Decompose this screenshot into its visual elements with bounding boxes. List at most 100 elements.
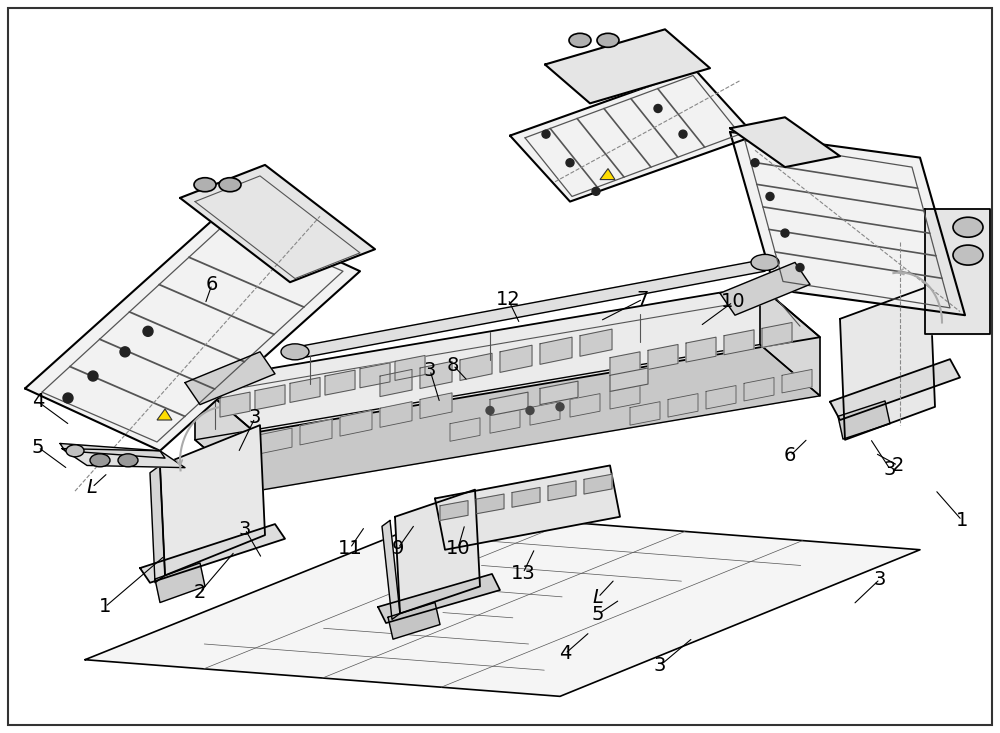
Circle shape — [542, 130, 550, 138]
Polygon shape — [378, 574, 500, 623]
Polygon shape — [782, 369, 812, 393]
Polygon shape — [450, 418, 480, 441]
Polygon shape — [510, 70, 755, 202]
Circle shape — [556, 403, 564, 410]
Polygon shape — [744, 377, 774, 401]
Text: L: L — [593, 588, 603, 607]
Ellipse shape — [281, 344, 309, 360]
Polygon shape — [686, 337, 716, 362]
Polygon shape — [85, 513, 920, 696]
Polygon shape — [60, 443, 165, 458]
Polygon shape — [195, 286, 820, 432]
Polygon shape — [580, 329, 612, 356]
Polygon shape — [395, 356, 425, 380]
Text: 3: 3 — [874, 570, 886, 589]
Ellipse shape — [90, 454, 110, 467]
Polygon shape — [840, 286, 935, 440]
Circle shape — [679, 130, 687, 138]
Text: 10: 10 — [721, 292, 745, 312]
Polygon shape — [530, 402, 560, 425]
Text: 2: 2 — [194, 583, 206, 602]
Polygon shape — [668, 394, 698, 417]
Polygon shape — [325, 370, 355, 395]
Polygon shape — [180, 165, 375, 282]
Polygon shape — [300, 419, 332, 445]
Polygon shape — [512, 487, 540, 507]
Circle shape — [796, 264, 804, 271]
Text: 3: 3 — [654, 656, 666, 675]
Text: 3: 3 — [424, 361, 436, 380]
Polygon shape — [160, 425, 265, 575]
Polygon shape — [155, 563, 205, 603]
Polygon shape — [290, 377, 320, 402]
Circle shape — [526, 407, 534, 414]
Text: 10: 10 — [446, 539, 470, 558]
Polygon shape — [195, 381, 255, 491]
Text: 2: 2 — [892, 456, 904, 475]
Text: 1: 1 — [99, 597, 111, 616]
Polygon shape — [140, 524, 285, 583]
Polygon shape — [157, 409, 172, 420]
Polygon shape — [435, 465, 620, 550]
Circle shape — [781, 229, 789, 237]
Circle shape — [486, 407, 494, 414]
Circle shape — [88, 371, 98, 381]
Polygon shape — [420, 393, 452, 419]
Circle shape — [63, 393, 73, 403]
Polygon shape — [25, 209, 360, 451]
Text: L: L — [87, 478, 97, 497]
Text: 1: 1 — [956, 511, 968, 530]
Polygon shape — [730, 132, 965, 315]
Text: 6: 6 — [784, 446, 796, 465]
Text: 4: 4 — [559, 644, 571, 663]
Polygon shape — [220, 392, 250, 417]
Circle shape — [566, 159, 574, 166]
Polygon shape — [260, 428, 292, 454]
Polygon shape — [490, 392, 528, 416]
Polygon shape — [540, 381, 578, 405]
Polygon shape — [476, 494, 504, 514]
Polygon shape — [340, 410, 372, 436]
Ellipse shape — [66, 445, 84, 457]
Ellipse shape — [597, 33, 619, 48]
Text: 5: 5 — [32, 438, 44, 457]
Text: 9: 9 — [392, 539, 404, 558]
Polygon shape — [290, 260, 765, 359]
Polygon shape — [388, 603, 440, 639]
Text: 3: 3 — [239, 520, 251, 539]
Polygon shape — [395, 490, 480, 614]
Text: 4: 4 — [32, 392, 44, 411]
Polygon shape — [730, 117, 840, 167]
Polygon shape — [610, 368, 648, 391]
Polygon shape — [185, 352, 275, 405]
Polygon shape — [500, 345, 532, 372]
Circle shape — [751, 159, 759, 166]
Polygon shape — [762, 323, 792, 347]
Circle shape — [120, 347, 130, 357]
Polygon shape — [610, 352, 640, 377]
Text: 11: 11 — [338, 539, 362, 558]
Polygon shape — [150, 465, 165, 583]
Text: 5: 5 — [592, 605, 604, 624]
Polygon shape — [380, 402, 412, 427]
Polygon shape — [600, 169, 615, 180]
Polygon shape — [720, 262, 810, 315]
Ellipse shape — [569, 33, 591, 48]
Polygon shape — [382, 520, 400, 619]
Polygon shape — [724, 330, 754, 355]
Polygon shape — [360, 363, 390, 388]
Polygon shape — [540, 337, 572, 364]
Polygon shape — [838, 401, 890, 439]
Polygon shape — [648, 345, 678, 369]
Polygon shape — [760, 286, 820, 396]
Ellipse shape — [751, 254, 779, 270]
Polygon shape — [420, 361, 452, 388]
Polygon shape — [62, 449, 185, 468]
Polygon shape — [545, 29, 710, 103]
Polygon shape — [630, 402, 660, 425]
Polygon shape — [460, 353, 492, 380]
Text: 3: 3 — [884, 460, 896, 479]
Circle shape — [592, 188, 600, 195]
Ellipse shape — [118, 454, 138, 467]
Polygon shape — [440, 501, 468, 520]
